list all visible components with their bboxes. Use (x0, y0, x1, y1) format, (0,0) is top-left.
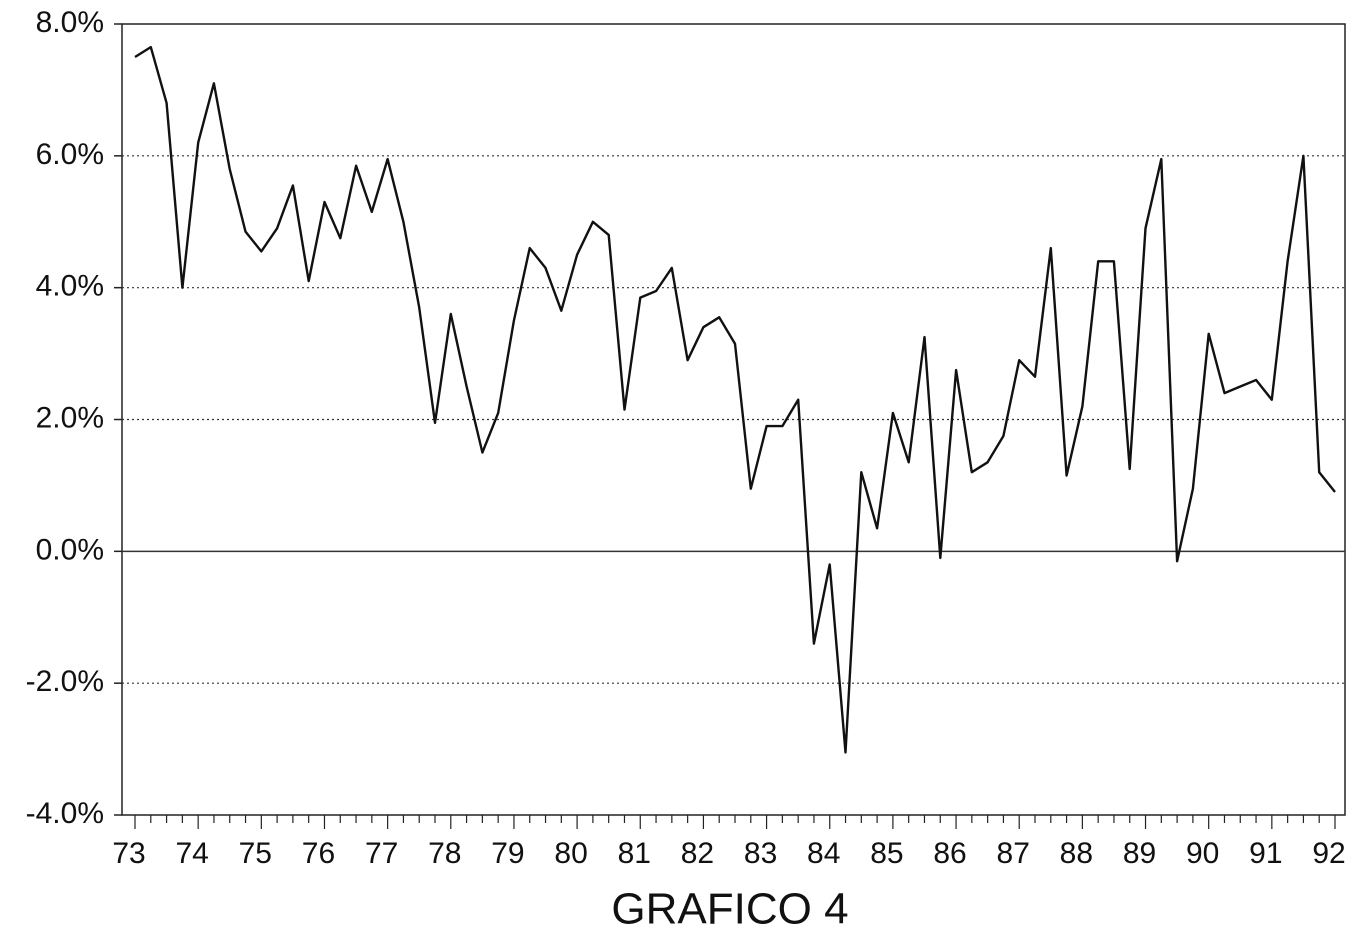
x-tick-label: 73 (112, 837, 145, 870)
x-tick-label: 88 (1060, 837, 1093, 870)
x-tick-label: 75 (239, 837, 272, 870)
x-tick-label: 89 (1123, 837, 1156, 870)
data-line (134, 45, 1336, 754)
x-tick-label: 92 (1312, 837, 1345, 870)
x-tick-label: 84 (807, 837, 840, 870)
chart-title: GRAFICO 4 (611, 885, 848, 934)
x-tick-label: 91 (1249, 837, 1282, 870)
y-tick-label: 0.0% (36, 533, 104, 566)
y-tick-label: -4.0% (26, 797, 104, 830)
x-tick-label: 85 (870, 837, 903, 870)
x-tick-label: 81 (618, 837, 651, 870)
y-tick-label: 8.0% (36, 6, 104, 39)
x-tick-label: 76 (302, 837, 335, 870)
x-tick-label: 83 (744, 837, 777, 870)
x-tick-label: 74 (175, 837, 208, 870)
y-tick-label: 6.0% (36, 138, 104, 171)
x-tick-label: 87 (997, 837, 1030, 870)
x-tick-label: 82 (681, 837, 714, 870)
x-tick-label: 78 (428, 837, 461, 870)
x-tick-label: 90 (1186, 837, 1219, 870)
x-tick-label: 80 (554, 837, 587, 870)
y-tick-label: 2.0% (36, 401, 104, 434)
y-tick-label: -2.0% (26, 665, 104, 698)
x-tick-label: 77 (365, 837, 398, 870)
x-tick-label: 86 (933, 837, 966, 870)
y-tick-label: 4.0% (36, 270, 104, 303)
x-tick-label: 79 (491, 837, 524, 870)
